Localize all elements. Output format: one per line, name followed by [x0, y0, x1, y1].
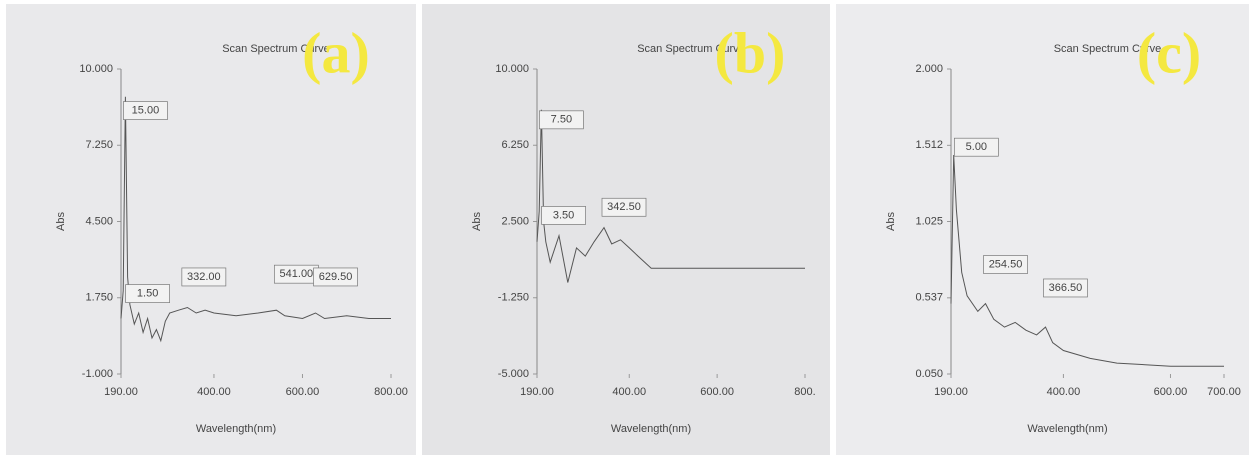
peak-label: 254.50	[989, 258, 1023, 270]
x-tick-label: 400.00	[612, 386, 646, 398]
y-tick-label: 7.250	[85, 139, 113, 151]
x-tick-label: 800.	[794, 386, 815, 398]
y-tick-label: 2.000	[915, 63, 943, 75]
peak-label: 3.50	[553, 209, 574, 221]
y-tick-label: 0.050	[915, 368, 943, 380]
x-axis-label: Wavelength(nm)	[1027, 423, 1107, 435]
x-tick-label: 190.00	[934, 386, 968, 398]
x-tick-label: 800.00	[374, 386, 408, 398]
y-tick-label: 6.250	[501, 139, 529, 151]
panel: Scan Spectrum CurveWavelength(nm)Abs(b)-…	[422, 4, 830, 455]
panel-label: (b)	[715, 20, 786, 85]
y-axis-label: Abs	[885, 212, 897, 231]
y-axis-label: Abs	[471, 212, 483, 231]
x-tick-label: 600.00	[700, 386, 734, 398]
peak-label: 7.50	[551, 114, 572, 126]
panel: Scan Spectrum CurveWavelength(nm)Abs(a)-…	[6, 4, 416, 455]
peak-label: 541.00	[280, 268, 314, 280]
y-tick-label: 10.000	[79, 63, 113, 75]
peak-label: 332.00	[187, 271, 221, 283]
peak-label: 342.50	[607, 201, 641, 213]
y-tick-label: 0.537	[915, 292, 943, 304]
y-tick-label: 1.750	[85, 292, 113, 304]
x-tick-label: 400.00	[197, 386, 231, 398]
x-tick-label: 700.00	[1207, 386, 1241, 398]
y-tick-label: 4.500	[85, 215, 113, 227]
x-tick-label: 600.00	[286, 386, 320, 398]
peak-label: 629.50	[319, 271, 353, 283]
peak-label: 1.50	[137, 287, 158, 299]
x-tick-label: 600.00	[1154, 386, 1188, 398]
peak-label: 15.00	[132, 104, 160, 116]
x-axis-label: Wavelength(nm)	[196, 423, 276, 435]
y-axis-label: Abs	[55, 212, 67, 231]
panel-label: (c)	[1137, 20, 1201, 85]
x-tick-label: 190.00	[520, 386, 554, 398]
y-tick-label: -1.250	[498, 292, 529, 304]
peak-label: 366.50	[1049, 282, 1083, 294]
peak-label: 5.00	[966, 141, 987, 153]
y-tick-label: 10.000	[495, 63, 529, 75]
y-tick-label: 2.500	[501, 215, 529, 227]
y-tick-label: 1.025	[915, 215, 943, 227]
panel-label: (a)	[302, 20, 370, 85]
x-axis-label: Wavelength(nm)	[611, 423, 691, 435]
x-tick-label: 190.00	[104, 386, 138, 398]
figure: Scan Spectrum CurveWavelength(nm)Abs(a)-…	[0, 0, 1253, 459]
y-tick-label: -5.000	[498, 368, 529, 380]
y-tick-label: 1.512	[915, 139, 943, 151]
x-tick-label: 400.00	[1047, 386, 1081, 398]
y-tick-label: -1.000	[82, 368, 113, 380]
panel: Scan Spectrum CurveWavelength(nm)Abs(c)0…	[836, 4, 1249, 455]
